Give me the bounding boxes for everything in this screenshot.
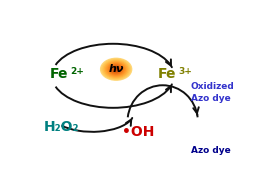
- Circle shape: [111, 65, 121, 73]
- Circle shape: [104, 61, 128, 77]
- Text: hν: hν: [108, 64, 124, 74]
- Circle shape: [112, 66, 120, 72]
- Circle shape: [102, 59, 130, 79]
- Circle shape: [103, 60, 129, 78]
- Circle shape: [113, 67, 119, 71]
- Circle shape: [107, 63, 125, 76]
- Text: H₂O₂: H₂O₂: [44, 120, 79, 134]
- Text: Fe: Fe: [50, 67, 68, 81]
- Circle shape: [106, 62, 127, 77]
- Text: 2+: 2+: [70, 67, 84, 76]
- Text: Fe: Fe: [158, 67, 176, 81]
- Text: Oxidized
Azo dye: Oxidized Azo dye: [191, 82, 234, 103]
- Text: Azo dye: Azo dye: [191, 146, 230, 155]
- Text: •OH: •OH: [122, 125, 155, 139]
- Circle shape: [108, 64, 124, 75]
- Text: 3+: 3+: [178, 67, 192, 76]
- Circle shape: [101, 58, 132, 80]
- Circle shape: [115, 68, 118, 70]
- Circle shape: [109, 65, 123, 74]
